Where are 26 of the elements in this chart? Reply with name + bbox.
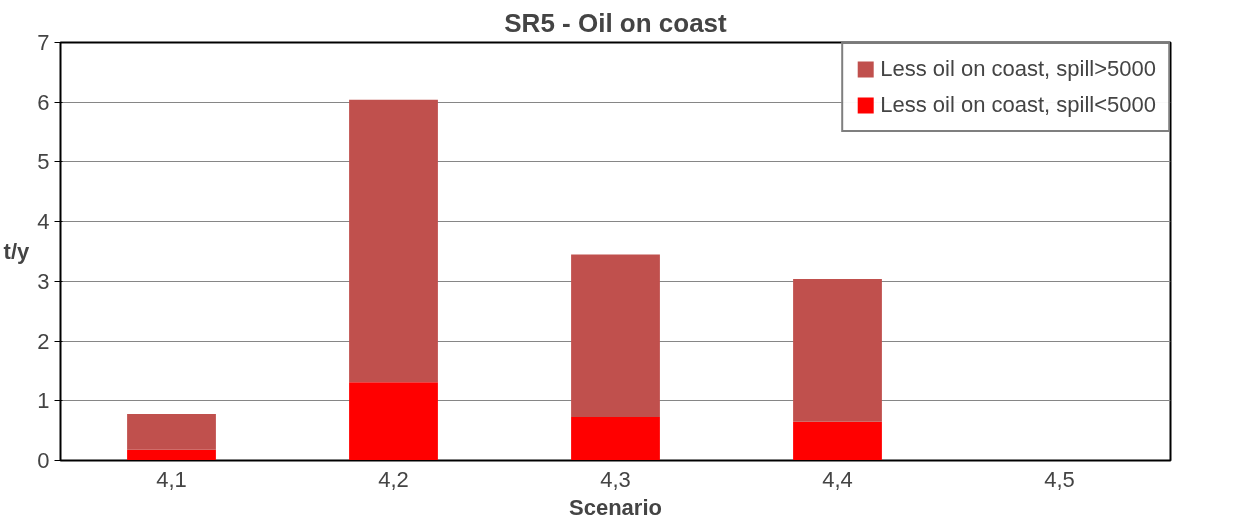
bar — [571, 254, 660, 417]
y-tick-label: 2 — [37, 328, 50, 354]
bar — [127, 413, 216, 450]
x-tick-label: 4,1 — [156, 466, 187, 492]
x-tick-label: 4,5 — [1044, 466, 1075, 492]
y-tick-label: 7 — [37, 30, 50, 55]
x-axis-title: Scenario — [569, 494, 662, 520]
y-tick-label: 5 — [37, 149, 50, 175]
bar — [571, 416, 660, 461]
bar — [793, 421, 882, 461]
bar — [349, 99, 438, 383]
y-tick-label: 1 — [37, 388, 50, 414]
bar — [349, 382, 438, 461]
y-tick-label: 6 — [37, 89, 50, 115]
chart-title: SR5 - Oil on coast — [504, 7, 728, 38]
bar — [127, 449, 216, 461]
y-tick-label: 4 — [37, 209, 50, 235]
y-tick-label: 3 — [37, 268, 50, 294]
x-tick-label: 4,2 — [378, 466, 409, 492]
y-axis-title: t/y — [3, 239, 31, 264]
legend-label: Less oil on coast, spill<5000 — [880, 92, 1156, 118]
bar — [793, 278, 882, 422]
x-tick-label: 4,4 — [822, 466, 853, 492]
legend-label: Less oil on coast, spill>5000 — [880, 56, 1156, 82]
y-tick-label: 0 — [37, 448, 50, 473]
x-tick-label: 4,3 — [600, 466, 631, 492]
